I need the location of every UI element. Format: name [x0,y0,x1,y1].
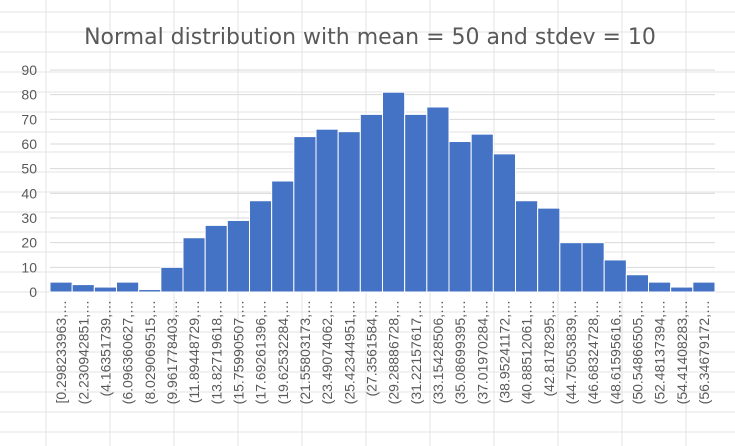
x-tick-label: (11.89448729,… [186,300,202,403]
histogram-bar[interactable] [359,113,384,293]
histogram-bar[interactable] [315,128,339,293]
x-axis-ticks: [0.298233963,… (2.230942851,… (4.16351739,… [53,300,712,404]
x-tick-label: (33.15428506,… [430,300,446,404]
x-tick-label: (21.55803173,… [297,300,313,404]
histogram-bar[interactable] [670,286,694,293]
histogram-bar[interactable] [204,224,228,293]
x-tick-label: (29.28886728,… [386,300,402,404]
histogram-bar[interactable] [448,141,472,293]
histogram-bar[interactable] [226,219,250,293]
x-tick-label: (15.75990507,… [230,300,246,404]
x-tick-label: (52.48137394,… [652,300,668,404]
x-tick-label: (50.54866505,… [629,300,645,404]
x-tick-label: (23.49074062,… [319,300,335,404]
x-tick-label: (46.68324728,… [585,300,601,404]
histogram-bar[interactable] [71,284,95,293]
histogram-bar[interactable] [625,274,649,293]
x-tick-label: (40.88512061,… [519,300,535,404]
x-tick-label: (19.62532284,… [275,300,291,404]
x-tick-label: (4.16351739,… [97,300,113,397]
x-tick-label: (48.61595616,… [607,300,623,404]
y-tick-label: 0 [29,284,37,300]
y-tick-label: 40 [21,185,37,201]
x-tick-label: (27.3561584,… [363,300,379,397]
y-tick-label: 90 [21,62,37,78]
x-tick-label: (17.69261396,… [253,300,269,404]
histogram-bar[interactable] [515,200,539,293]
x-tick-label: (13.82719618,… [208,300,224,404]
y-tick-label: 70 [21,111,37,127]
y-axis-ticks: 0 10 20 30 40 50 60 70 80 90 [21,62,37,300]
histogram-bar[interactable] [160,266,184,293]
chart-title: Normal distribution with mean = 50 and s… [84,25,656,50]
x-tick-label: (31.22157617,… [408,300,424,404]
x-tick-label: (35.08699395,… [452,300,468,404]
x-tick-label: (42.8178295,… [541,300,557,397]
x-tick-label: (8.029069515,… [142,300,158,404]
y-tick-label: 30 [21,210,37,226]
histogram-bar[interactable] [559,242,583,293]
histogram-bar[interactable] [603,259,627,293]
histogram-bar[interactable] [182,237,206,293]
histogram-bar[interactable] [492,153,517,293]
x-tick-label: (6.096360627,… [120,300,136,404]
y-tick-label: 10 [21,259,37,275]
histogram-bar[interactable] [249,200,273,293]
histogram-bar[interactable] [271,180,295,293]
histogram-bar[interactable] [382,91,406,293]
y-tick-label: 80 [21,87,37,103]
histogram-bar[interactable] [426,106,450,293]
x-tick-label: (44.75053839,… [563,300,579,404]
histogram-bar[interactable] [537,207,561,293]
x-tick-label: (38.95241172,… [496,300,512,403]
y-tick-label: 50 [21,161,37,177]
histogram-bar[interactable] [581,242,605,293]
histogram-bar[interactable] [692,281,716,293]
x-tick-label: (2.230942851,… [75,300,91,404]
histogram-bar[interactable] [138,289,162,293]
histogram-bar[interactable] [404,113,428,293]
bars [49,91,716,293]
histogram-bar[interactable] [293,136,317,293]
histogram-bar[interactable] [49,281,73,293]
y-tick-label: 20 [21,235,37,251]
y-tick-label: 60 [21,136,37,152]
x-tick-label: [0.298233963,… [53,300,69,404]
histogram-bar[interactable] [337,131,361,293]
histogram-bar[interactable] [93,286,118,293]
x-tick-label: (54.41408283,… [674,300,690,404]
x-tick-label: (37.01970284,… [474,300,490,404]
histogram-bar[interactable] [648,281,672,293]
histogram-bar[interactable] [116,281,140,293]
histogram-bar[interactable] [470,133,494,293]
x-tick-label: (56.34679172,… [696,300,712,404]
x-tick-label: (25.42344951,… [341,300,357,404]
x-tick-label: (9.961778403,… [164,300,180,404]
